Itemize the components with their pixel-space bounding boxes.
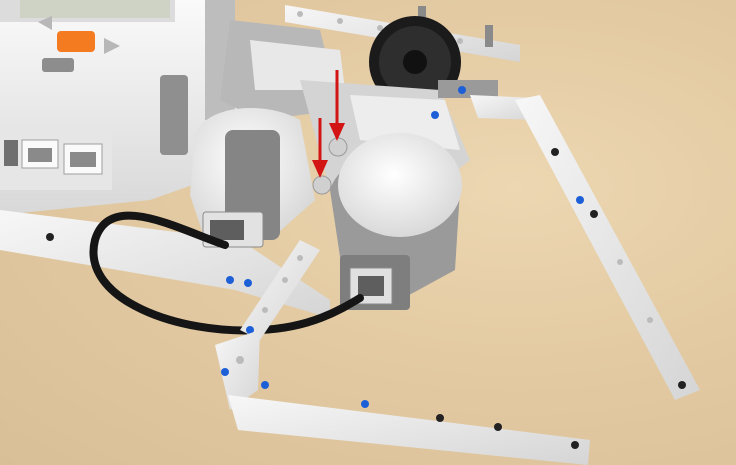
bottom-l-beam	[215, 330, 590, 465]
left-motor	[190, 108, 315, 247]
axle	[485, 25, 493, 47]
grey-button	[42, 58, 74, 72]
brick-ports	[0, 130, 112, 190]
right-motor	[330, 133, 462, 310]
right-lift-arm	[470, 95, 700, 400]
orange-button	[57, 31, 95, 52]
brick-screen	[20, 0, 170, 18]
